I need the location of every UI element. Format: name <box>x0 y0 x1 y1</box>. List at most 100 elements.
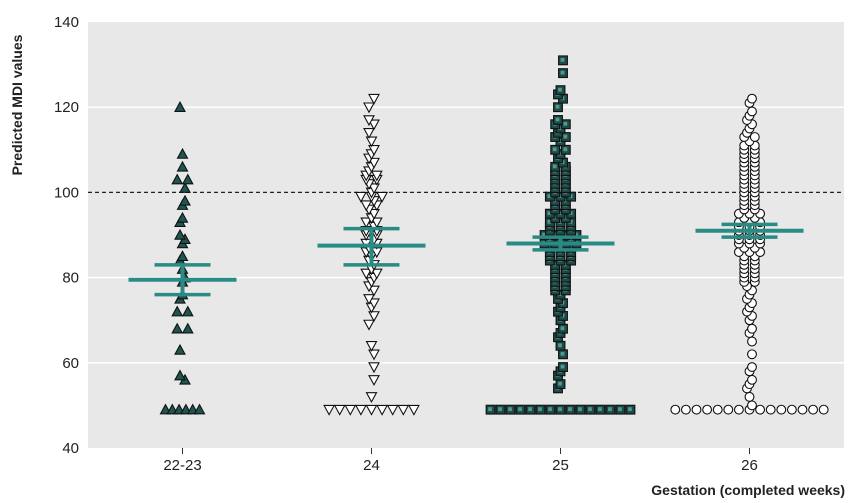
square-point-highlight <box>560 351 565 356</box>
triangle-down-point <box>407 404 420 416</box>
circle-point <box>818 404 829 415</box>
y-axis-title: Predicted MDI values <box>9 34 25 175</box>
square-point-highlight <box>528 407 532 412</box>
square-point-highlight <box>618 407 622 412</box>
circle-point <box>712 404 723 415</box>
circle-point <box>691 404 702 415</box>
triangle-up-point <box>193 403 206 415</box>
square-point-highlight <box>518 407 522 412</box>
square-point-highlight <box>498 407 502 412</box>
triangle-up-point <box>176 160 189 172</box>
y-tick-label: 40 <box>62 440 79 457</box>
triangle-down-point <box>360 200 373 212</box>
square-point-highlight <box>563 147 568 152</box>
circle-point <box>747 93 757 104</box>
triangle-down-point <box>368 183 380 195</box>
square-point-highlight <box>558 87 562 92</box>
square-point-highlight <box>552 147 557 152</box>
triangle-down-point <box>354 404 367 416</box>
square-point-highlight <box>547 194 552 199</box>
plot-area <box>88 22 844 448</box>
square-point-highlight <box>558 407 562 412</box>
circle-point <box>747 400 757 411</box>
triangle-down-point <box>376 404 389 416</box>
triangle-down-point <box>368 362 380 374</box>
grid-lines <box>88 106 844 364</box>
triangle-down-point <box>333 404 346 416</box>
square-point-highlight <box>628 407 632 412</box>
triangle-down-point <box>365 404 378 416</box>
circle-point <box>702 404 713 415</box>
triangle-down-point <box>386 404 399 416</box>
triangle-down-point <box>376 191 389 203</box>
circle-point <box>733 404 744 415</box>
triangle-down-point <box>370 217 383 229</box>
square-point-highlight <box>563 121 568 126</box>
y-axis-ticks: 40 60 80 100 120 140 <box>54 14 79 457</box>
triangle-down-point <box>368 93 380 105</box>
square-point-highlight <box>568 407 572 412</box>
square-point-highlight <box>508 407 512 412</box>
square-point-highlight <box>555 104 560 109</box>
circle-point <box>808 404 819 415</box>
triangle-up-point <box>179 194 191 206</box>
triangle-down-point <box>368 298 380 310</box>
triangle-up-point <box>176 147 189 159</box>
square-point-highlight <box>542 232 546 237</box>
triangle-up-point <box>171 305 184 317</box>
circle-point <box>747 374 757 385</box>
circle-point <box>747 362 757 373</box>
square-point-highlight <box>560 57 565 62</box>
triangle-up-point <box>171 322 184 334</box>
x-tick-label: 26 <box>741 457 758 474</box>
square-point-highlight <box>560 326 565 331</box>
triangle-down-point <box>363 319 375 331</box>
triangle-up-point <box>176 250 189 262</box>
x-tick-label: 22-23 <box>163 457 201 474</box>
circle-point <box>680 404 691 415</box>
square-point-highlight <box>608 407 612 412</box>
circle-point <box>747 349 757 360</box>
circle-point <box>776 404 787 415</box>
square-point-highlight <box>558 381 562 386</box>
triangle-down-point <box>370 268 383 280</box>
square-point-highlight <box>555 117 560 122</box>
square-point-highlight <box>548 407 552 412</box>
circle-point <box>755 404 766 415</box>
triangle-up-point <box>176 211 189 223</box>
circle-point <box>670 404 681 415</box>
circle-point <box>744 391 755 402</box>
triangle-up-point <box>179 181 191 193</box>
square-point-highlight <box>560 70 565 75</box>
x-tick-label: 24 <box>363 457 380 474</box>
square-point-highlight <box>547 219 552 224</box>
triangle-down-point <box>368 208 380 220</box>
triangle-down-point <box>368 311 380 323</box>
square-point-highlight <box>560 364 565 369</box>
triangle-down-point <box>323 404 336 416</box>
triangle-up-point <box>174 369 186 381</box>
triangle-up-point <box>171 173 184 185</box>
circle-point <box>747 336 757 347</box>
triangle-up-point <box>174 343 186 355</box>
triangle-down-point <box>363 102 375 114</box>
triangle-up-point <box>174 101 186 112</box>
triangle-down-point <box>370 170 383 182</box>
y-tick-label: 140 <box>54 14 79 31</box>
circle-point <box>747 323 757 334</box>
circle-point <box>723 404 734 415</box>
square-point-highlight <box>488 407 492 412</box>
triangle-down-point <box>365 341 378 352</box>
square-point-highlight <box>538 407 542 412</box>
x-axis-title: Gestation (completed weeks) <box>651 482 845 498</box>
square-point-highlight <box>578 407 582 412</box>
circle-point <box>765 404 776 415</box>
triangle-down-point <box>368 375 380 386</box>
square-point-highlight <box>558 343 562 348</box>
circle-point <box>786 404 797 415</box>
circle-point <box>797 404 808 415</box>
y-tick-label: 60 <box>62 355 79 372</box>
square-point-highlight <box>598 407 602 412</box>
triangle-down-point <box>368 285 380 297</box>
